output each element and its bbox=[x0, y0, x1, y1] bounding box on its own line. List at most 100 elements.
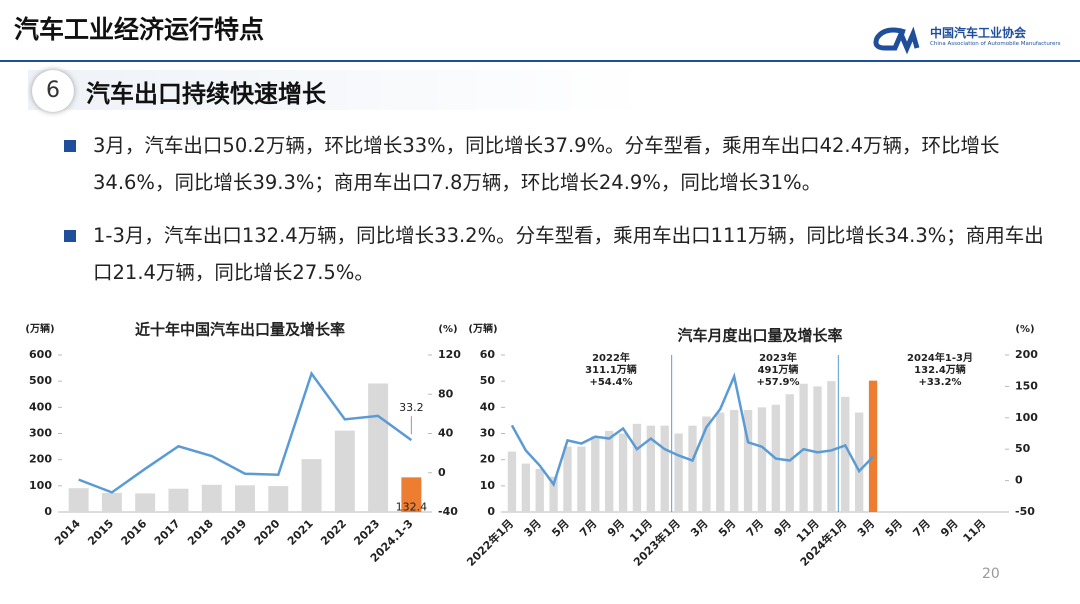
annotation: +54.4% bbox=[589, 377, 632, 388]
bar bbox=[799, 383, 808, 512]
y2-tick-label: 120 bbox=[438, 348, 461, 361]
y-tick-label: 50 bbox=[480, 374, 496, 387]
bar bbox=[605, 430, 614, 512]
value-label: 132.4 bbox=[396, 500, 428, 513]
x-tick-label: 5月 bbox=[716, 517, 738, 539]
bar bbox=[201, 484, 222, 512]
bar bbox=[827, 381, 836, 512]
bar bbox=[368, 383, 389, 512]
bar bbox=[334, 430, 355, 512]
annotation: 132.4万辆 bbox=[914, 363, 966, 376]
bar bbox=[401, 477, 422, 512]
section-number: 6 bbox=[32, 70, 74, 112]
x-tick-label: 11月 bbox=[961, 517, 989, 545]
y2-tick-label: 100 bbox=[1015, 411, 1038, 424]
x-tick-label: 9月 bbox=[605, 517, 627, 539]
bar bbox=[674, 433, 683, 512]
bullet-marker bbox=[64, 140, 76, 152]
bar bbox=[135, 493, 156, 512]
section-title: 汽车出口持续快速增长 bbox=[86, 80, 326, 108]
x-tick-label: 2020 bbox=[252, 517, 283, 548]
x-tick-label: 2021 bbox=[285, 517, 316, 548]
x-tick-label: 2023 bbox=[351, 517, 382, 548]
section-band bbox=[28, 70, 648, 110]
y-axis-label: (万辆) bbox=[25, 322, 54, 335]
bar bbox=[813, 386, 822, 512]
y-axis-label: (万辆) bbox=[468, 322, 497, 335]
y2-tick-label: -40 bbox=[438, 505, 458, 518]
y-tick-label: 30 bbox=[480, 427, 496, 440]
y-tick-label: 400 bbox=[29, 400, 52, 413]
bar bbox=[591, 436, 600, 512]
annotation: +57.9% bbox=[756, 377, 799, 388]
value-label: 33.2 bbox=[399, 401, 424, 414]
y-tick-label: 600 bbox=[29, 348, 52, 361]
bar bbox=[535, 468, 544, 512]
chart-title: 近十年中国汽车出口量及增长率 bbox=[135, 321, 345, 339]
bar bbox=[301, 459, 322, 512]
bar bbox=[660, 425, 669, 512]
bar bbox=[757, 407, 767, 512]
line bbox=[78, 370, 413, 494]
y-tick-label: 20 bbox=[480, 453, 496, 466]
y2-tick-label: 80 bbox=[438, 387, 454, 400]
y2-tick-label: 200 bbox=[1015, 348, 1038, 361]
page-number: 20 bbox=[982, 566, 1000, 582]
bar bbox=[855, 412, 864, 512]
x-tick-label: 7月 bbox=[744, 517, 766, 539]
line bbox=[510, 372, 874, 488]
annotation: 311.1万辆 bbox=[585, 363, 637, 376]
x-tick-label: 5月 bbox=[549, 517, 571, 539]
bar bbox=[577, 446, 586, 512]
x-tick-label: 7月 bbox=[577, 517, 599, 539]
bar bbox=[549, 476, 558, 512]
header-rule bbox=[0, 60, 1080, 62]
bar bbox=[507, 451, 517, 512]
x-tick-label: 9月 bbox=[938, 517, 960, 539]
bar bbox=[730, 409, 739, 512]
y-tick-label: 60 bbox=[480, 348, 496, 361]
logo bbox=[873, 26, 920, 55]
annotation: 491万辆 bbox=[758, 363, 799, 376]
bar bbox=[716, 412, 725, 512]
x-tick-label: 7月 bbox=[910, 517, 932, 539]
x-tick-label: 3月 bbox=[855, 517, 877, 539]
y-tick-label: 0 bbox=[44, 505, 52, 518]
bar bbox=[563, 446, 572, 512]
y-tick-label: 200 bbox=[29, 453, 52, 466]
x-tick-label: 3月 bbox=[522, 517, 544, 539]
y2-tick-label: 0 bbox=[1015, 474, 1023, 487]
bar bbox=[785, 394, 794, 512]
bar bbox=[68, 488, 89, 512]
bullet-text: 3月，汽车出口50.2万辆，环比增长33%，同比增长37.9%。分车型看，乘用车… bbox=[93, 134, 1000, 194]
x-tick-label: 3月 bbox=[688, 517, 710, 539]
chart-title: 汽车月度出口量及增长率 bbox=[677, 327, 842, 345]
x-tick-label: 9月 bbox=[772, 517, 794, 539]
annotation: 2022年 bbox=[592, 351, 630, 364]
bar bbox=[868, 380, 878, 512]
bar bbox=[101, 492, 122, 512]
x-tick-label: 2014 bbox=[52, 517, 83, 548]
bar bbox=[702, 416, 711, 512]
y2-tick-label: 0 bbox=[438, 466, 446, 479]
annotation: +33.2% bbox=[918, 377, 961, 388]
bar bbox=[632, 423, 642, 512]
bar bbox=[743, 409, 753, 512]
x-tick-label: 2017 bbox=[152, 517, 183, 548]
bar bbox=[618, 433, 628, 512]
bar bbox=[168, 488, 189, 512]
bar bbox=[235, 485, 255, 512]
bar bbox=[646, 425, 655, 512]
y-tick-label: 300 bbox=[29, 427, 52, 440]
y-tick-label: 40 bbox=[480, 400, 496, 413]
x-tick-label: 5月 bbox=[883, 517, 905, 539]
org-name-en: China Association of Automobile Manufact… bbox=[930, 41, 1061, 47]
y2-tick-label: 50 bbox=[1015, 442, 1031, 455]
x-tick-label: 2018 bbox=[185, 517, 216, 548]
annotation: 2023年 bbox=[759, 351, 797, 364]
y-tick-label: 0 bbox=[487, 505, 495, 518]
x-tick-label: 2022年1月 bbox=[464, 516, 517, 569]
bullet-text: 1-3月，汽车出口132.4万辆，同比增长33.2%。分车型看，乘用车出口111… bbox=[93, 224, 1044, 284]
